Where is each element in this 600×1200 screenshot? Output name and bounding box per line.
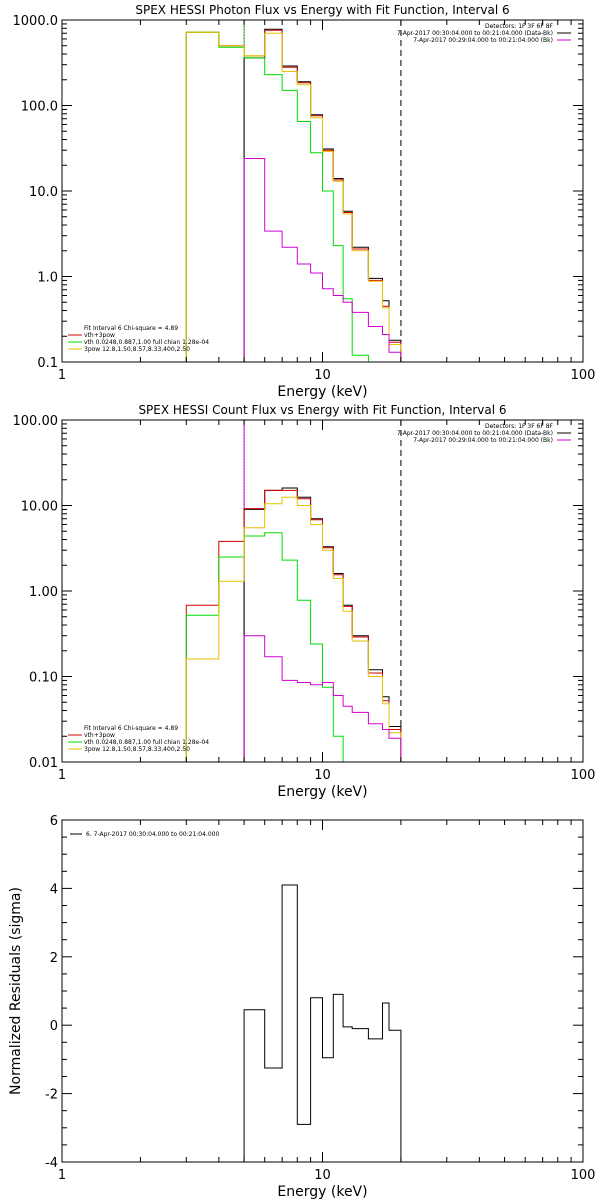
series-line-2	[185, 31, 369, 362]
x-tick-label: 1	[58, 1168, 66, 1183]
series-group	[185, 28, 402, 362]
y-tick-label: 6	[50, 814, 58, 829]
y-tick-label: 1.00	[29, 585, 58, 600]
y-tick-label: 10.00	[21, 500, 58, 515]
panel-3: 1 10 100 Energy (keV) -4 -2 0 2 4 6 Normalized Res…	[8, 814, 595, 1200]
y-axis-label: Normalized Residuals (sigma)	[8, 887, 24, 1095]
x-tick-label: 10	[314, 1168, 331, 1183]
y-tick-label: 0.1	[37, 356, 58, 371]
legend-line: 3pow 12.8,1.50,8.57,8.33,400,2.50	[84, 746, 190, 753]
chart-title: SPEX HESSI Count Flux vs Energy with Fit…	[138, 403, 506, 417]
series-line-0	[243, 884, 402, 1162]
legend-line: vth 0.0248,0.887,1.00 full chian 1.28e-0…	[84, 339, 209, 346]
x-axis-label: Energy (keV)	[277, 784, 367, 800]
x-tick-label: 100	[571, 768, 596, 783]
x-tick-label: 10	[314, 768, 331, 783]
y-tick-label: 4	[50, 882, 58, 897]
x-axis-label: Energy (keV)	[277, 1184, 367, 1200]
x-tick-label: 100	[571, 368, 596, 383]
y-tick-label: -2	[45, 1088, 58, 1103]
y-tick-label: 10.0	[29, 185, 58, 200]
header-line: Detectors: 1F 3F 6F 8F	[485, 423, 554, 430]
y-tick-label: -4	[45, 1156, 58, 1171]
legend-line: 6. 7-Apr-2017 00:30:04.000 to 00:21:04.0…	[86, 831, 219, 838]
plot-frame	[61, 419, 584, 763]
x-tick-label: 10	[314, 368, 331, 383]
series-group	[185, 487, 402, 762]
chart-title: SPEX HESSI Photon Flux vs Energy with Fi…	[135, 3, 509, 17]
y-tick-label: 0.10	[29, 671, 58, 686]
plot-frame	[61, 819, 584, 1163]
series-line-4	[243, 158, 402, 362]
series-line-3	[185, 496, 402, 762]
x-tick-label: 1	[58, 768, 66, 783]
header-line: 7-Apr-2017 00:29:04.000 to 00:21:04.000 …	[413, 37, 553, 44]
panel-2: SPEX HESSI Count Flux vs Energy with Fit…	[13, 403, 596, 800]
y-tick-label: 100.00	[13, 414, 59, 429]
header-line: 7-Apr-2017 00:30:04.000 to 00:21:04.000 …	[397, 430, 553, 437]
y-tick-label: 100.0	[21, 100, 58, 115]
legend-line: Fit Interval 6 Chi-square = 4.89	[84, 325, 178, 332]
series-group	[243, 884, 402, 1162]
x-tick-label: 100	[571, 1168, 596, 1183]
y-tick-label: 1000.0	[13, 14, 59, 29]
x-axis-label: Energy (keV)	[277, 384, 367, 400]
series-line-2	[185, 532, 344, 762]
series-line-4	[243, 635, 402, 762]
series-line-0	[243, 28, 402, 362]
legend-line: vth+3pow	[84, 732, 115, 739]
panel-1: SPEX HESSI Photon Flux vs Energy with Fi…	[13, 3, 596, 400]
y-tick-label: 1.0	[37, 271, 58, 286]
header-line: Detectors: 1F 3F 6F 8F	[485, 23, 554, 30]
y-tick-label: 0	[50, 1019, 58, 1034]
header-line: 7-Apr-2017 00:30:04.000 to 00:21:04.000 …	[397, 30, 553, 37]
y-tick-label: 0.01	[29, 756, 58, 771]
legend-line: 3pow 12.8,1.50,8.57,8.33,400,2.50	[84, 346, 190, 353]
header-line: 7-Apr-2017 00:29:04.000 to 00:21:04.000 …	[413, 437, 553, 444]
legend-line: vth 0.0248,0.887,1.00 full chian 1.28e-0…	[84, 739, 209, 746]
y-tick-label: 2	[50, 951, 58, 966]
series-line-3	[185, 31, 402, 362]
legend-line: Fit Interval 6 Chi-square = 4.89	[84, 725, 178, 732]
legend-line: vth+3pow	[84, 332, 115, 339]
x-tick-label: 1	[58, 368, 66, 383]
